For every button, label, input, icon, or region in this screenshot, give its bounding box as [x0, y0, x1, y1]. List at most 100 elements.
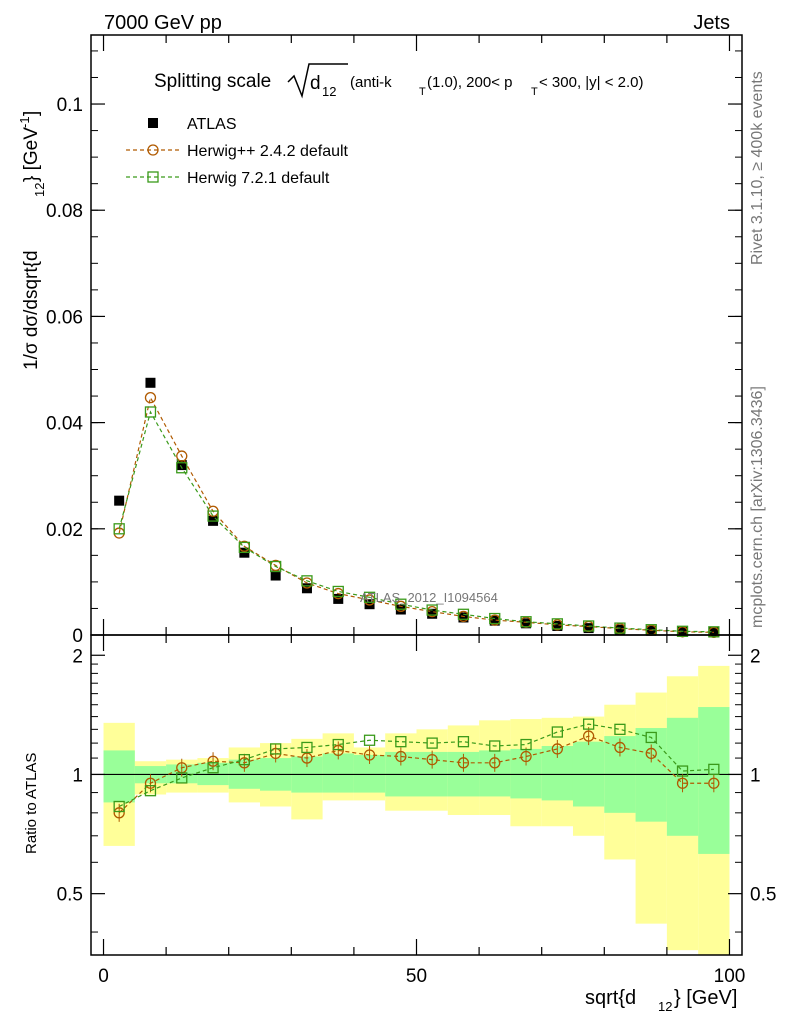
- ratio-xtick-label: 50: [406, 966, 427, 987]
- main-ytick-label: 0.04: [46, 414, 83, 435]
- ratio-point-herwig7: [582, 718, 595, 730]
- main-ylabel-a: 1/σ dσ/dsqrt{d: [21, 250, 42, 370]
- atlas-data-point: [145, 377, 156, 388]
- herwig7-point: [238, 541, 251, 554]
- ratio-point-herwig7: [426, 737, 438, 749]
- legend-herwigpp-label: Herwig++ 2.4.2 default: [187, 143, 349, 160]
- ratio-point-herwigpp: [363, 749, 376, 761]
- legend-herwig7-marker: [147, 171, 159, 183]
- ratio-ytick-label: 2: [72, 646, 83, 667]
- herwig7-point: [489, 612, 501, 625]
- main-ylabel: 1/σ dσ/dsqrt{d 12 } [GeV -1 ]: [17, 111, 47, 370]
- ratio-ytick-label-right: 1: [750, 765, 761, 786]
- plot-title: Splitting scale d 12 (anti-k T (1.0), 20…: [154, 63, 644, 99]
- ratio-point-herwigpp: [113, 807, 125, 819]
- herwig7-point: [332, 585, 344, 598]
- ratio-point-herwigpp: [144, 777, 157, 789]
- herwig7-point: [520, 616, 532, 628]
- atlas-data-point: [114, 495, 125, 506]
- main-ylabel-sub: 12: [32, 183, 47, 197]
- ratio-point-herwigpp: [708, 777, 720, 789]
- ratio-point-herwig7: [489, 740, 501, 752]
- main-ytick-label: 0: [72, 626, 83, 647]
- ratio-ylabel: Ratio to ATLAS: [23, 753, 40, 854]
- atlas-data-point: [364, 599, 375, 610]
- main-ytick-label: 0.06: [46, 307, 83, 328]
- ratio-ytick-label: 0.5: [57, 885, 83, 906]
- stat-uncertainty-band: [103, 750, 135, 803]
- title-rest3: < 300, |y| < 2.0): [539, 74, 644, 91]
- title-rest1: (anti-k: [350, 74, 392, 91]
- analysis-watermark: ATLAS_2012_I1094564: [360, 590, 498, 605]
- atlas-data-point: [489, 615, 500, 626]
- title-rest2: (1.0), 200< p: [427, 74, 512, 91]
- ratio-point-herwigpp: [395, 750, 407, 763]
- ratio-xlabel: sqrt{d 12 } [GeV]: [585, 987, 737, 1014]
- ratio-point-herwig7: [207, 762, 219, 774]
- header-right: Jets: [693, 12, 730, 34]
- ratio-ytick-label: 1: [72, 765, 83, 786]
- herwig7-point: [708, 626, 720, 638]
- ratio-point-herwig7: [676, 765, 689, 777]
- ratio-ytick-label-right: 2: [750, 646, 761, 667]
- herwig7-point: [551, 618, 563, 630]
- atlas-data-point: [270, 570, 281, 581]
- herwig7-point: [144, 406, 157, 418]
- herwig7-point: [113, 523, 125, 535]
- herwig7-point: [301, 575, 313, 587]
- stat-uncertainty-band: [322, 753, 354, 793]
- atlas-data-point: [521, 618, 532, 629]
- atlas-data-point: [614, 624, 625, 635]
- herwigpp-point: [176, 450, 188, 462]
- ratio-point-herwig7: [645, 731, 657, 744]
- atlas-data-point: [427, 608, 438, 619]
- herwig7-point: [426, 604, 438, 616]
- ratio-xtick-label: 100: [714, 966, 746, 987]
- xlabel-b: } [GeV]: [674, 987, 737, 1009]
- herwigpp-point: [144, 392, 157, 404]
- ratio-point-herwigpp: [614, 741, 626, 754]
- legend-atlas-label: ATLAS: [187, 116, 237, 133]
- ratio-point-herwig7: [614, 723, 626, 735]
- xlabel-sub: 12: [658, 999, 672, 1014]
- atlas-data-point: [458, 612, 469, 623]
- ratio-point-herwig7: [144, 785, 157, 797]
- ratio-point-herwig7: [270, 743, 282, 755]
- ratio-point-herwigpp: [520, 750, 532, 763]
- legend-herwig7-label: Herwig 7.2.1 default: [187, 170, 330, 187]
- ratio-point-herwig7: [301, 741, 313, 754]
- main-line-2: [118, 410, 714, 633]
- header-left: 7000 GeV pp: [104, 12, 222, 34]
- mcplots-label: mcplots.cern.ch [arXiv:1306.3436]: [749, 386, 766, 628]
- ratio-point-herwigpp: [207, 755, 219, 767]
- legend: ATLAS Herwig++ 2.4.2 default Herwig 7.2.…: [126, 116, 349, 187]
- ratio-panel: [91, 665, 742, 955]
- herwig7-point: [614, 622, 626, 634]
- sqrt-sign: [287, 63, 348, 99]
- ratio-point-herwigpp: [676, 777, 689, 789]
- herwig7-point: [676, 625, 689, 637]
- herwig7-point: [207, 510, 219, 522]
- ratio-point-herwig7: [363, 734, 376, 746]
- herwig7-point: [582, 620, 595, 632]
- ratio-point-herwigpp: [457, 757, 470, 769]
- ratio-point-herwig7: [551, 726, 563, 738]
- herwig7-point: [363, 591, 376, 603]
- ratio-point-herwig7: [457, 736, 470, 748]
- ratio-point-herwigpp: [645, 747, 657, 760]
- title-rest2-sub: T: [531, 86, 538, 98]
- ratio-point-herwigpp: [332, 744, 344, 757]
- ratio-xtick-label: 0: [98, 966, 109, 987]
- title-d: d: [310, 73, 321, 94]
- atlas-data-point: [176, 460, 187, 471]
- ratio-point-herwig7: [520, 738, 532, 751]
- ratio-point-herwigpp: [551, 743, 563, 755]
- ratio-point-herwig7: [113, 800, 125, 813]
- ratio-point-herwig7: [708, 763, 720, 776]
- herwig7-point: [395, 598, 407, 610]
- herwig7-point: [457, 608, 470, 620]
- main-ylabel-b: } [GeV: [21, 127, 42, 182]
- main-panel: [113, 377, 720, 638]
- main-ylabel-sup: -1: [17, 116, 32, 128]
